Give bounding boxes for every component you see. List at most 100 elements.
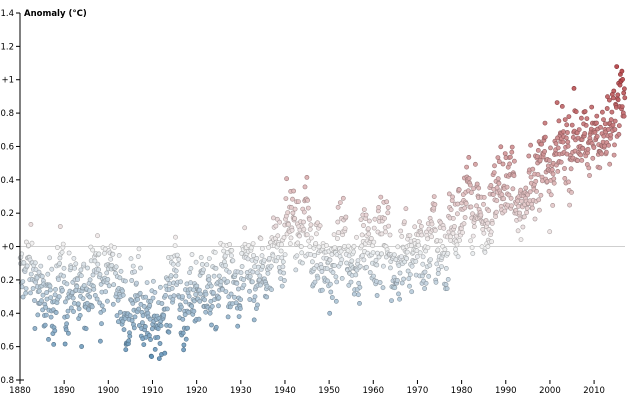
data-point xyxy=(130,263,136,269)
data-point xyxy=(325,278,330,284)
data-point xyxy=(386,223,391,229)
data-point xyxy=(361,207,367,212)
data-point xyxy=(75,277,80,282)
data-point xyxy=(270,215,276,221)
data-point xyxy=(611,95,616,101)
data-point xyxy=(178,279,183,285)
data-point xyxy=(607,161,613,167)
data-point xyxy=(132,314,138,320)
data-points xyxy=(17,64,628,361)
data-point xyxy=(53,286,58,292)
data-point xyxy=(64,321,69,327)
data-point xyxy=(297,233,302,239)
x-tick-label: 1890 xyxy=(53,386,75,396)
data-point xyxy=(382,215,387,221)
data-point xyxy=(565,143,571,149)
data-point xyxy=(615,97,621,103)
data-point xyxy=(129,318,135,323)
data-point xyxy=(481,201,486,207)
data-point xyxy=(49,266,55,272)
data-point xyxy=(137,290,143,296)
data-point xyxy=(542,120,548,126)
x-tick-label: 2010 xyxy=(583,386,605,396)
data-point xyxy=(258,236,264,241)
data-point xyxy=(470,211,475,217)
data-point xyxy=(490,192,496,197)
data-point xyxy=(218,279,224,285)
data-point xyxy=(356,280,362,286)
data-point xyxy=(565,130,570,135)
data-point xyxy=(128,256,134,262)
data-point xyxy=(515,228,521,234)
data-point xyxy=(89,304,95,310)
data-point xyxy=(191,308,197,314)
data-point xyxy=(359,232,365,238)
data-point xyxy=(47,255,52,261)
data-point xyxy=(555,168,561,174)
data-point xyxy=(351,249,356,255)
data-point xyxy=(330,270,336,275)
data-point xyxy=(334,236,340,241)
data-point xyxy=(66,250,72,256)
data-point xyxy=(399,233,405,239)
data-point xyxy=(535,147,541,153)
data-point xyxy=(376,204,381,210)
data-point xyxy=(396,263,402,268)
data-point xyxy=(63,327,69,333)
data-point xyxy=(432,202,438,207)
data-point xyxy=(268,263,274,269)
data-point xyxy=(563,135,569,141)
data-point xyxy=(598,124,603,130)
data-point xyxy=(605,127,611,132)
data-point xyxy=(455,201,461,207)
data-point xyxy=(42,322,48,328)
data-point xyxy=(429,234,434,240)
data-point xyxy=(466,176,472,181)
data-point xyxy=(78,273,84,279)
data-point xyxy=(180,316,186,322)
data-point xyxy=(328,289,334,295)
data-point xyxy=(281,278,287,283)
data-point xyxy=(181,347,186,353)
data-point xyxy=(118,268,124,274)
data-point xyxy=(612,118,618,124)
data-point xyxy=(117,275,123,281)
data-point xyxy=(532,216,538,222)
data-point xyxy=(259,246,265,251)
data-point xyxy=(141,303,147,309)
data-point xyxy=(467,182,473,188)
data-point xyxy=(372,216,378,222)
data-point xyxy=(519,198,524,204)
data-point xyxy=(450,194,455,200)
data-point xyxy=(518,237,524,242)
data-point xyxy=(444,286,450,291)
data-point xyxy=(209,322,214,328)
data-point xyxy=(152,346,158,352)
data-point xyxy=(560,139,566,145)
data-point xyxy=(227,241,232,247)
data-point xyxy=(319,269,325,274)
data-point xyxy=(619,68,625,74)
y-tick-label: −0.2 xyxy=(0,276,14,286)
data-point xyxy=(104,270,110,276)
data-point xyxy=(509,144,515,150)
data-point xyxy=(502,151,508,156)
data-point xyxy=(608,132,614,138)
data-point xyxy=(496,159,502,165)
data-point xyxy=(265,270,271,276)
data-point xyxy=(266,255,272,261)
y-tick-label: +0.8 xyxy=(0,109,14,119)
data-point xyxy=(621,90,627,96)
data-point xyxy=(446,191,452,197)
data-point xyxy=(207,310,213,316)
data-point xyxy=(353,272,359,278)
data-point xyxy=(331,232,337,237)
data-point xyxy=(345,243,351,249)
data-point xyxy=(317,223,323,229)
data-point xyxy=(309,259,315,265)
data-point xyxy=(239,264,245,269)
data-point xyxy=(471,186,476,191)
data-point xyxy=(74,284,80,289)
data-point xyxy=(600,109,605,115)
data-point xyxy=(279,283,285,289)
